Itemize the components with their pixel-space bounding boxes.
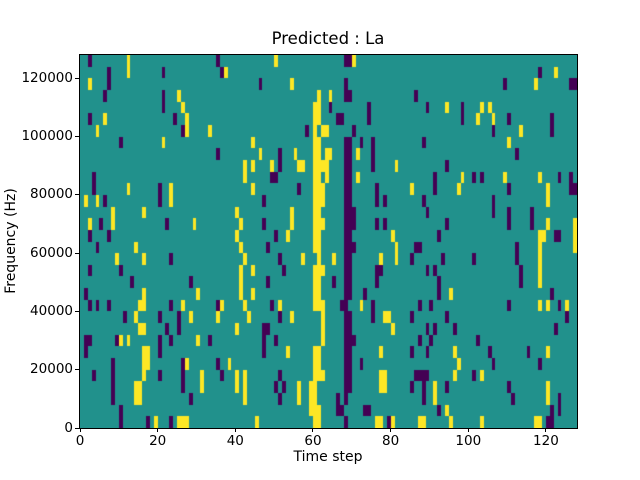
x-tick-label: 20 [149, 433, 167, 449]
x-tick-label: 60 [304, 433, 322, 449]
y-tick-mark [75, 136, 79, 138]
x-tick-mark [545, 428, 547, 432]
x-tick-label: 100 [455, 433, 482, 449]
x-tick-label: 80 [382, 433, 400, 449]
plot-area [79, 54, 578, 429]
x-tick-mark [234, 428, 236, 432]
x-axis-label: Time step [293, 449, 363, 465]
y-tick-label: 0 [64, 419, 73, 436]
x-tick-label: 120 [533, 433, 559, 449]
y-tick-mark [75, 369, 79, 371]
y-tick-label: 100000 [21, 128, 73, 145]
y-tick-mark [75, 427, 79, 429]
heatmap-canvas [80, 55, 577, 428]
y-tick-mark [75, 77, 79, 79]
y-tick-label: 20000 [30, 361, 73, 378]
chart-title: Predicted : La [271, 29, 385, 48]
y-tick-label: 120000 [21, 69, 73, 86]
y-axis-label: Frequency (Hz) [3, 188, 19, 294]
x-tick-mark [79, 428, 81, 432]
x-tick-mark [467, 428, 469, 432]
y-tick-label: 60000 [30, 244, 73, 261]
x-tick-label: 0 [75, 433, 85, 449]
y-tick-label: 80000 [30, 186, 73, 203]
x-tick-mark [390, 428, 392, 432]
y-tick-mark [75, 252, 79, 254]
x-tick-label: 40 [226, 433, 244, 449]
x-tick-mark [157, 428, 159, 432]
x-tick-mark [312, 428, 314, 432]
y-tick-mark [75, 310, 79, 312]
y-tick-label: 40000 [30, 302, 73, 319]
y-tick-mark [75, 194, 79, 196]
